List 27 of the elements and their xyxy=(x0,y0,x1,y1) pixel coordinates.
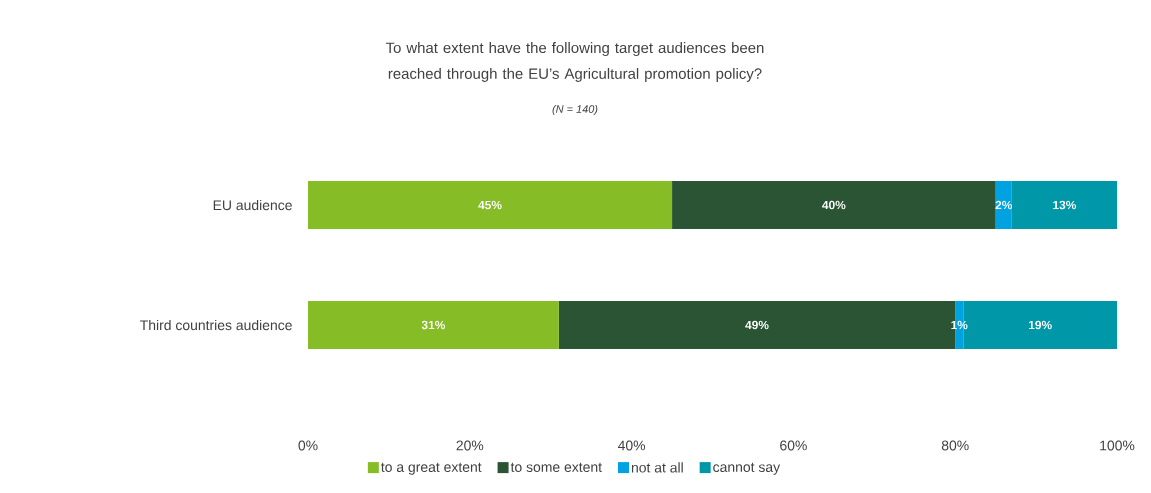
bar xyxy=(1011,181,1118,229)
y-tick-label: EU audience xyxy=(213,199,292,211)
legend-label: not at all xyxy=(631,462,683,473)
data-label: 45% xyxy=(478,200,502,210)
x-tick-label: 100% xyxy=(1100,440,1135,451)
data-label: 19% xyxy=(1028,320,1052,330)
bar xyxy=(308,301,559,349)
data-label: 31% xyxy=(421,320,446,330)
chart-subtitle: (N = 140) xyxy=(552,104,598,116)
data-label: 49% xyxy=(745,320,769,330)
legend-label: cannot say xyxy=(713,462,781,475)
data-label: 40% xyxy=(822,200,846,210)
bar xyxy=(995,181,1012,229)
x-tick-label: 0% xyxy=(298,440,318,451)
chart-title: To what extent have the following target audiences been reached through the EU’s Agricultural promotion policy? xyxy=(385,42,764,82)
y-tick-label: Third countries audience xyxy=(140,319,292,331)
data-label: 2% xyxy=(995,200,1013,210)
x-tick-label: 40% xyxy=(617,440,646,451)
data-label: 13% xyxy=(1053,200,1077,210)
legend-label: to some extent xyxy=(510,462,602,473)
data-label: 1% xyxy=(951,320,968,330)
bar xyxy=(672,181,996,229)
x-tick-label: 80% xyxy=(941,440,969,451)
x-tick-label: 20% xyxy=(456,440,484,451)
bar xyxy=(308,181,673,229)
x-tick-label: 60% xyxy=(780,440,807,451)
legend-label: to a great extent xyxy=(381,462,482,475)
